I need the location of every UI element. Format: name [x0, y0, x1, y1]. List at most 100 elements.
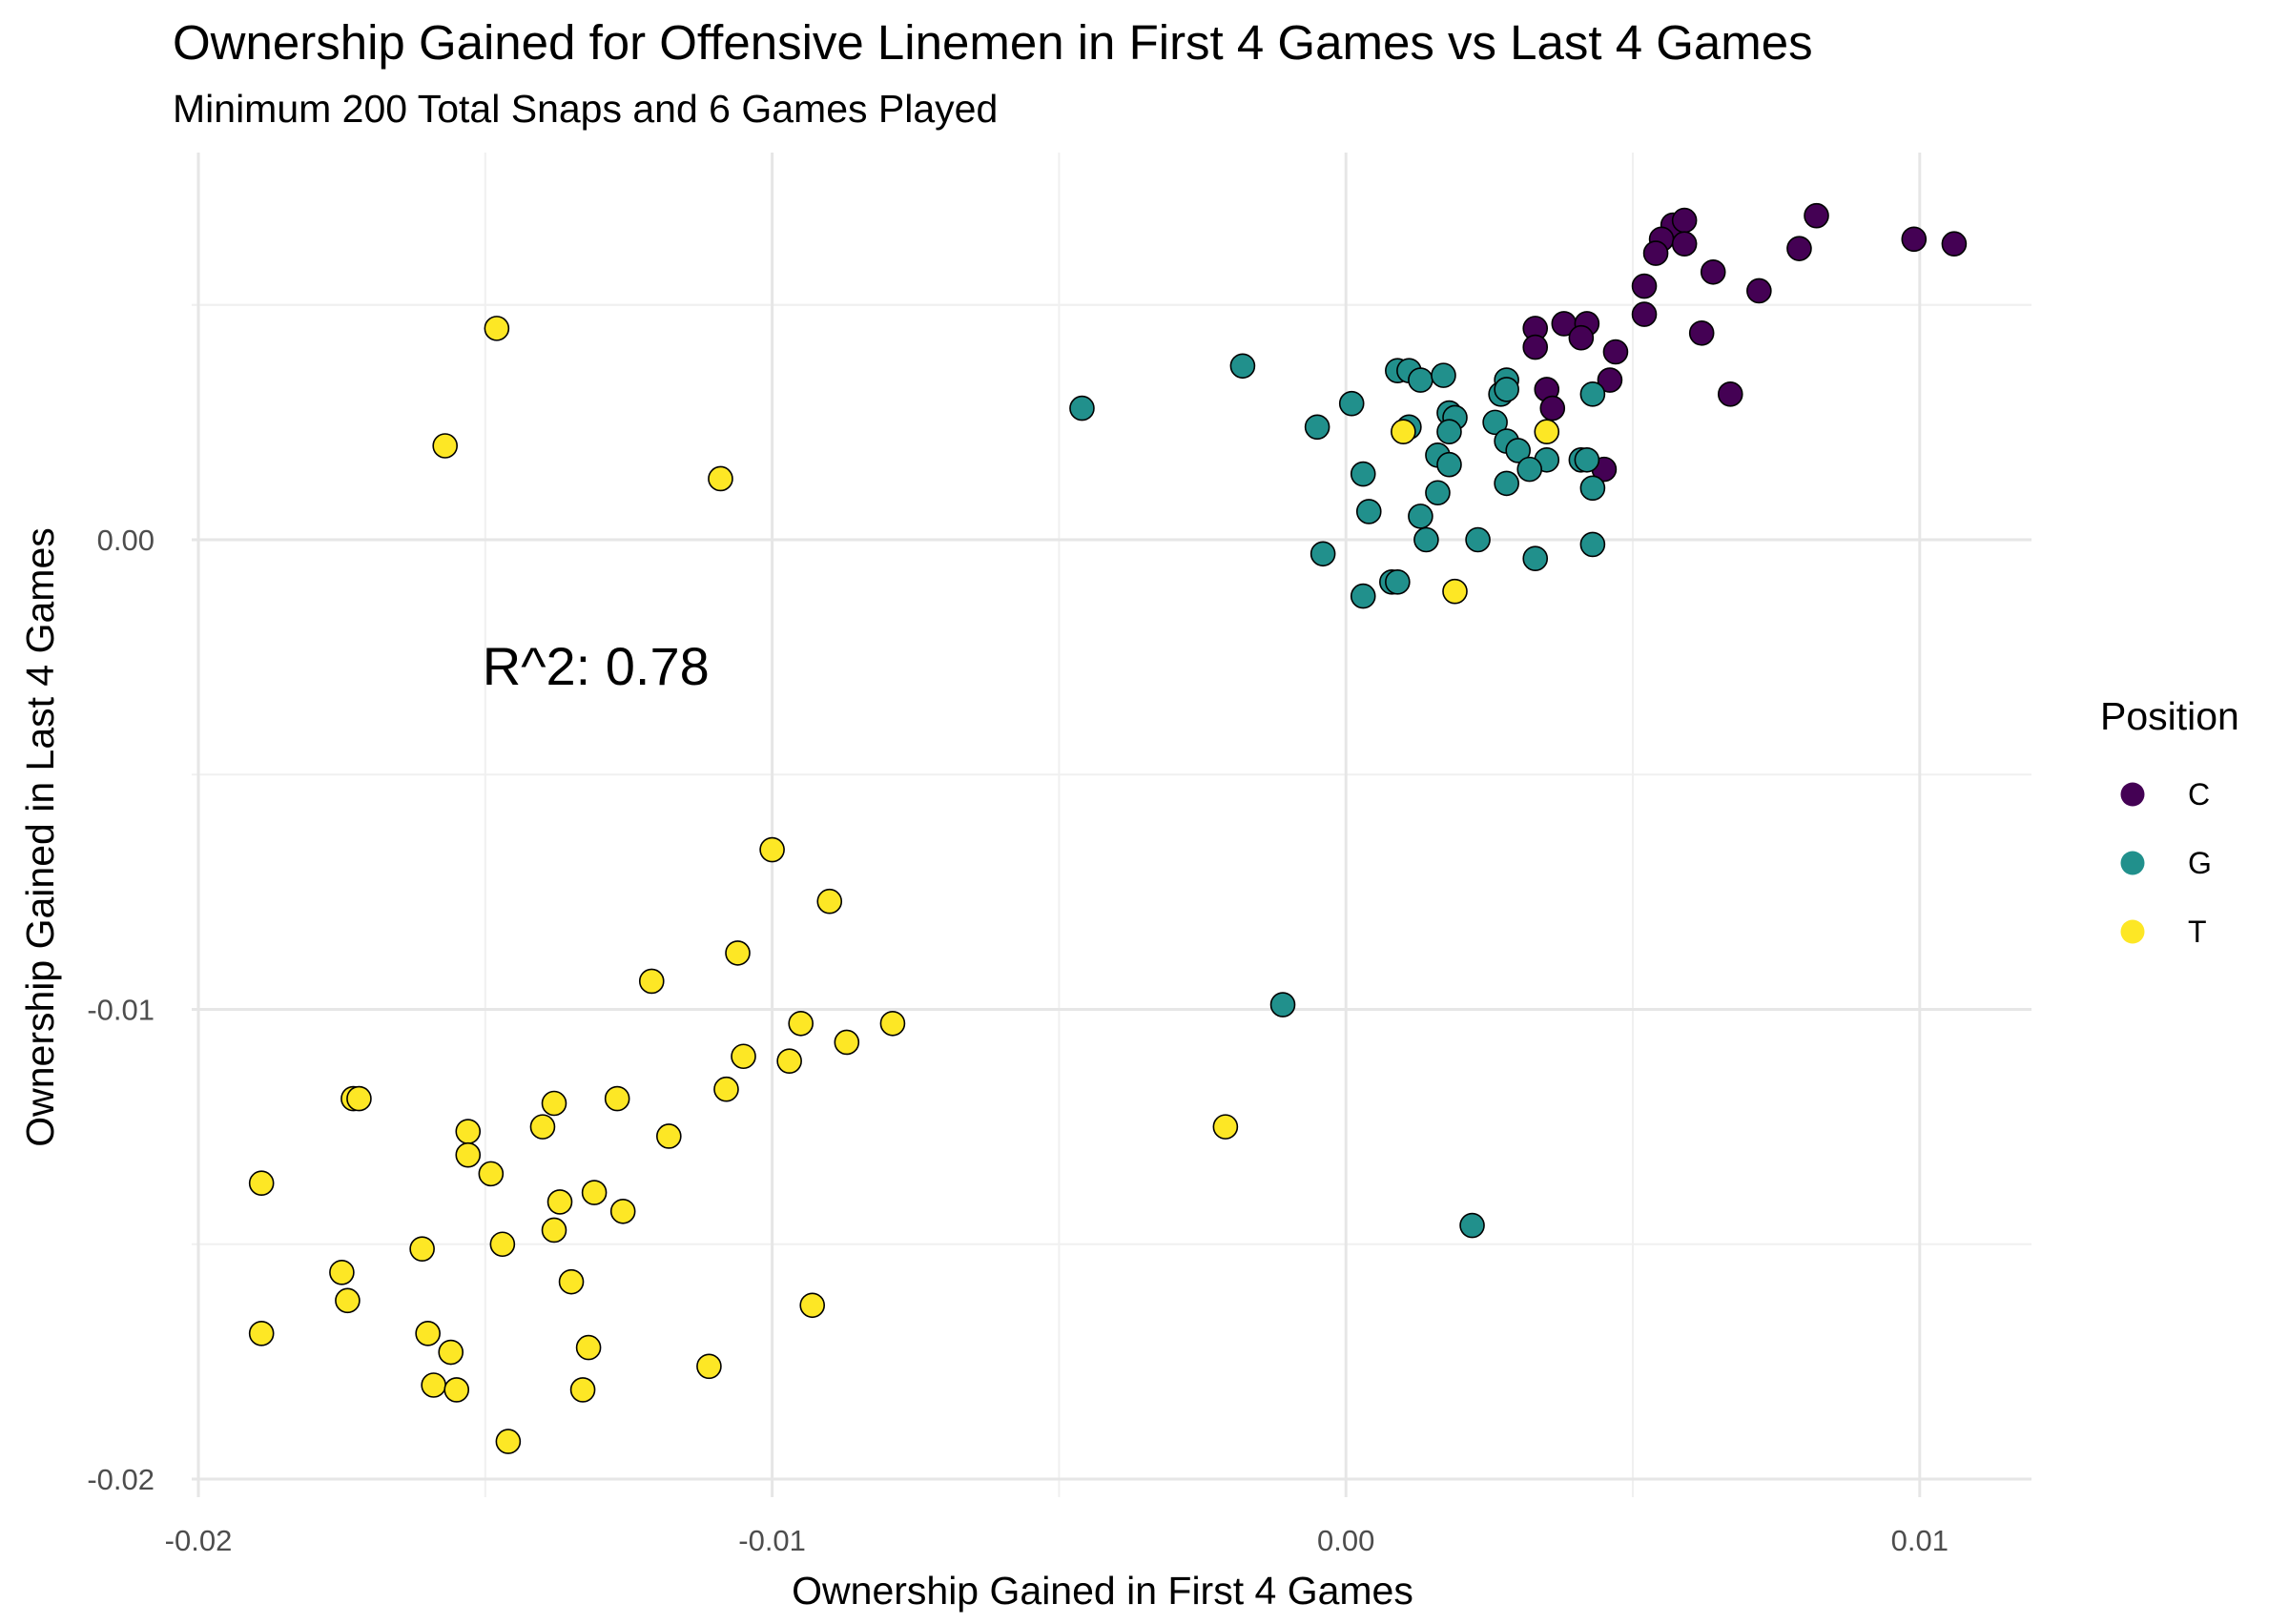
- x-tick-label: -0.02: [165, 1524, 233, 1557]
- data-point-T: [409, 1236, 435, 1262]
- data-point-T: [335, 1287, 361, 1314]
- data-point-C: [1786, 236, 1812, 261]
- data-point-T: [495, 1429, 522, 1454]
- data-point-G: [1579, 475, 1606, 502]
- data-point-T: [696, 1353, 722, 1380]
- data-point-T: [329, 1260, 355, 1285]
- data-point-T: [478, 1161, 505, 1187]
- legend-key-C: [2120, 782, 2145, 807]
- data-point-C: [1671, 207, 1698, 234]
- data-point-T: [1212, 1114, 1239, 1140]
- data-point-G: [1436, 451, 1462, 478]
- data-point-T: [776, 1048, 802, 1074]
- data-point-T: [432, 433, 458, 459]
- data-point-C: [1631, 273, 1658, 299]
- data-point-G: [1494, 470, 1519, 497]
- y-tick-label: -0.02: [87, 1463, 155, 1496]
- data-point-T: [1534, 419, 1560, 445]
- data-point-G: [1229, 353, 1256, 380]
- data-point-G: [1431, 362, 1456, 388]
- data-point-G: [1459, 1212, 1485, 1239]
- data-point-T: [248, 1170, 275, 1197]
- data-point-C: [1602, 339, 1629, 365]
- data-point-G: [1465, 526, 1491, 553]
- legend-label-G: G: [2188, 846, 2212, 880]
- data-point-T: [713, 1076, 739, 1102]
- data-point-G: [1579, 381, 1606, 407]
- x-axis-title: Ownership Gained in First 4 Games: [792, 1569, 1413, 1613]
- data-point-G: [1579, 531, 1606, 558]
- data-point-T: [248, 1321, 275, 1346]
- data-point-C: [1671, 231, 1698, 257]
- data-point-T: [541, 1217, 567, 1244]
- data-point-T: [731, 1043, 756, 1070]
- data-point-T: [346, 1085, 372, 1112]
- data-point-C: [1597, 367, 1623, 393]
- data-point-T: [455, 1119, 482, 1144]
- data-point-T: [489, 1231, 516, 1258]
- data-point-C: [1522, 334, 1549, 360]
- data-point-G: [1269, 992, 1296, 1018]
- data-point-T: [546, 1189, 573, 1215]
- data-point-T: [541, 1090, 567, 1117]
- data-point-C: [1700, 258, 1726, 285]
- legend-title: Position: [2100, 694, 2239, 738]
- legend-key-G: [2120, 851, 2145, 875]
- data-point-T: [455, 1141, 482, 1168]
- data-point-G: [1436, 419, 1462, 445]
- data-point-C: [1941, 231, 1968, 257]
- data-point-T: [708, 465, 733, 492]
- data-point-T: [604, 1085, 630, 1112]
- data-point-T: [443, 1377, 470, 1403]
- data-point-T: [759, 836, 785, 863]
- axis-ticks: -0.02 -0.01 0.00 0.01 -0.02 -0.01 0.00: [87, 524, 1949, 1557]
- data-point-T: [569, 1377, 596, 1403]
- y-axis-title: Ownership Gained in Last 4 Games: [18, 527, 62, 1147]
- data-point-C: [1717, 381, 1743, 407]
- legend-key-T: [2120, 919, 2145, 944]
- data-point-T: [799, 1292, 826, 1319]
- data-point-T: [1442, 578, 1468, 605]
- data-point-G: [1574, 446, 1600, 473]
- data-point-G: [1350, 583, 1376, 609]
- data-point-G: [1494, 377, 1519, 402]
- data-point-T: [725, 940, 751, 966]
- legend-items: CG T: [2120, 777, 2212, 949]
- data-point-T: [834, 1029, 860, 1056]
- data-point-C: [1568, 324, 1595, 351]
- data-point-G: [1425, 480, 1451, 506]
- data-point-T: [656, 1123, 682, 1149]
- data-point-T: [415, 1321, 441, 1346]
- data-point-C: [1642, 240, 1669, 266]
- data-points: [248, 202, 1968, 1454]
- data-point-T: [816, 888, 843, 915]
- chart-title: Ownership Gained for Offensive Linemen i…: [173, 15, 1813, 70]
- data-point-G: [1505, 438, 1531, 463]
- legend-label-T: T: [2188, 915, 2207, 949]
- y-tick-label: -0.01: [87, 994, 155, 1027]
- x-tick-label: 0.00: [1317, 1524, 1374, 1557]
- x-tick-label: -0.01: [738, 1524, 806, 1557]
- data-point-T: [484, 316, 510, 341]
- data-point-G: [1304, 414, 1330, 441]
- data-point-G: [1408, 504, 1433, 529]
- data-point-G: [1482, 409, 1508, 436]
- data-point-T: [788, 1010, 814, 1037]
- data-point-G: [1309, 541, 1336, 567]
- data-point-T: [879, 1010, 906, 1037]
- data-point-G: [1355, 499, 1382, 524]
- data-point-G: [1413, 526, 1439, 553]
- data-point-G: [1408, 367, 1433, 393]
- data-point-T: [581, 1180, 608, 1205]
- data-point-G: [1516, 456, 1543, 483]
- data-point-G: [1385, 569, 1411, 595]
- data-point-C: [1631, 301, 1658, 327]
- grid: [192, 153, 2031, 1497]
- data-point-C: [1539, 395, 1566, 421]
- data-point-T: [529, 1114, 556, 1140]
- data-point-T: [558, 1268, 585, 1295]
- data-point-G: [1338, 390, 1365, 417]
- data-point-T: [638, 968, 665, 995]
- data-point-T: [421, 1372, 446, 1398]
